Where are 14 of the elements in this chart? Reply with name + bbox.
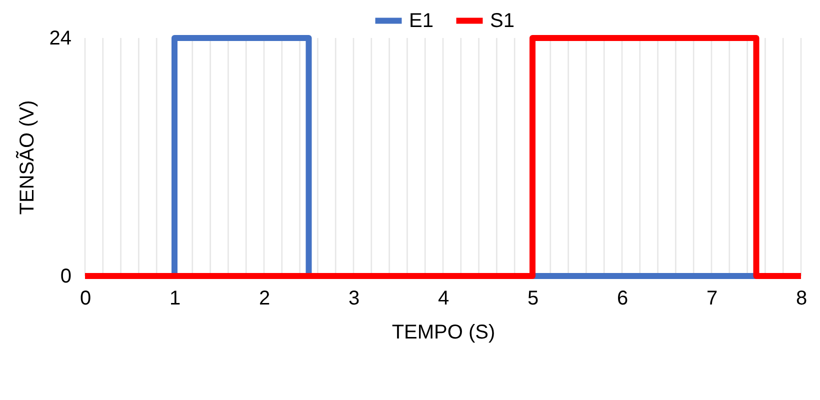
x-tick-label: 5 [527, 288, 539, 310]
y-tick-label: 24 [49, 28, 72, 50]
x-tick-label: 4 [438, 288, 450, 310]
x-tick-label: 2 [258, 288, 270, 310]
x-tick-label: 7 [706, 288, 718, 310]
legend-label: S1 [490, 10, 514, 32]
x-tick-label: 3 [348, 288, 360, 310]
x-tick-label: 0 [80, 288, 92, 310]
y-axis-title: TENSÃO (V) [15, 100, 38, 215]
x-tick-label: 8 [796, 288, 808, 310]
legend-label: E1 [409, 10, 434, 32]
x-tick-label: 6 [616, 288, 628, 310]
x-axis-title: TEMPO (S) [392, 322, 496, 344]
x-tick-label: 1 [169, 288, 181, 310]
